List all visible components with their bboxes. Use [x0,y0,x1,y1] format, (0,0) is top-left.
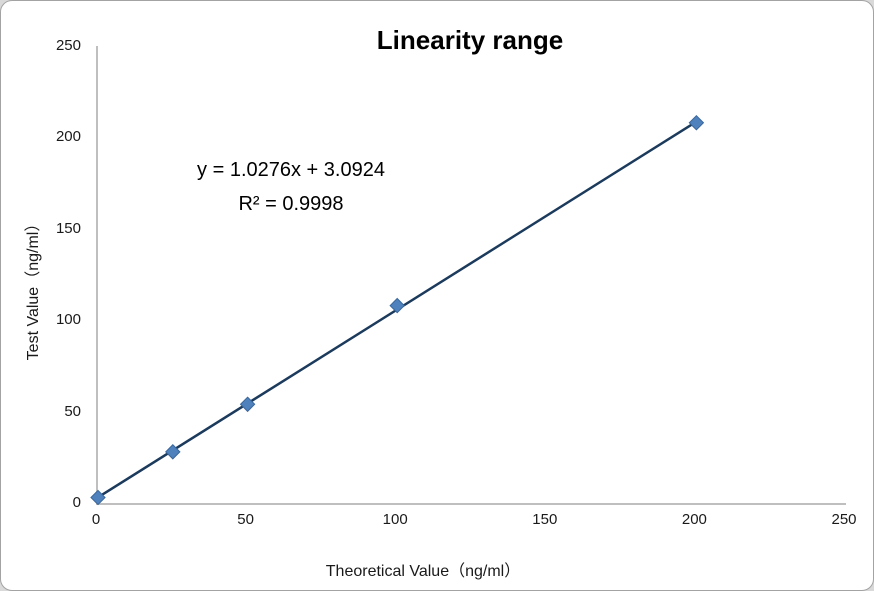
trendline-equation: y = 1.0276x + 3.0924 [197,159,385,181]
data-point-marker [90,489,106,506]
trendline-annotation: y = 1.0276x + 3.0924 R² = 0.9998 [131,153,451,221]
x-tick-label: 250 [831,511,857,528]
plot-area [90,46,846,506]
y-tick-label: 0 [72,494,81,511]
chart-title: Linearity range [376,25,564,55]
y-tick-label: 100 [55,311,81,329]
y-tick-label: 50 [64,402,81,420]
x-tick-label: 200 [681,511,707,528]
y-axis-title: Test Value（ng/ml） [25,215,42,361]
data-point-marker [239,396,256,413]
x-tick-label: 0 [91,511,101,528]
x-axis-title: Theoretical Value（ng/ml） [325,563,521,580]
x-tick-label: 150 [532,511,558,528]
y-tick-label: 250 [55,37,81,54]
scatter-plot-canvas [90,114,705,506]
r-squared-value: R² = 0.9998 [238,193,344,215]
data-point-marker [389,297,405,314]
y-tick-label: 200 [55,128,81,146]
x-tick-label: 50 [237,511,254,528]
data-point-marker [688,114,705,131]
data-point-marker [165,444,181,460]
y-tick-label: 150 [55,219,81,237]
x-tick-label: 100 [382,511,408,528]
